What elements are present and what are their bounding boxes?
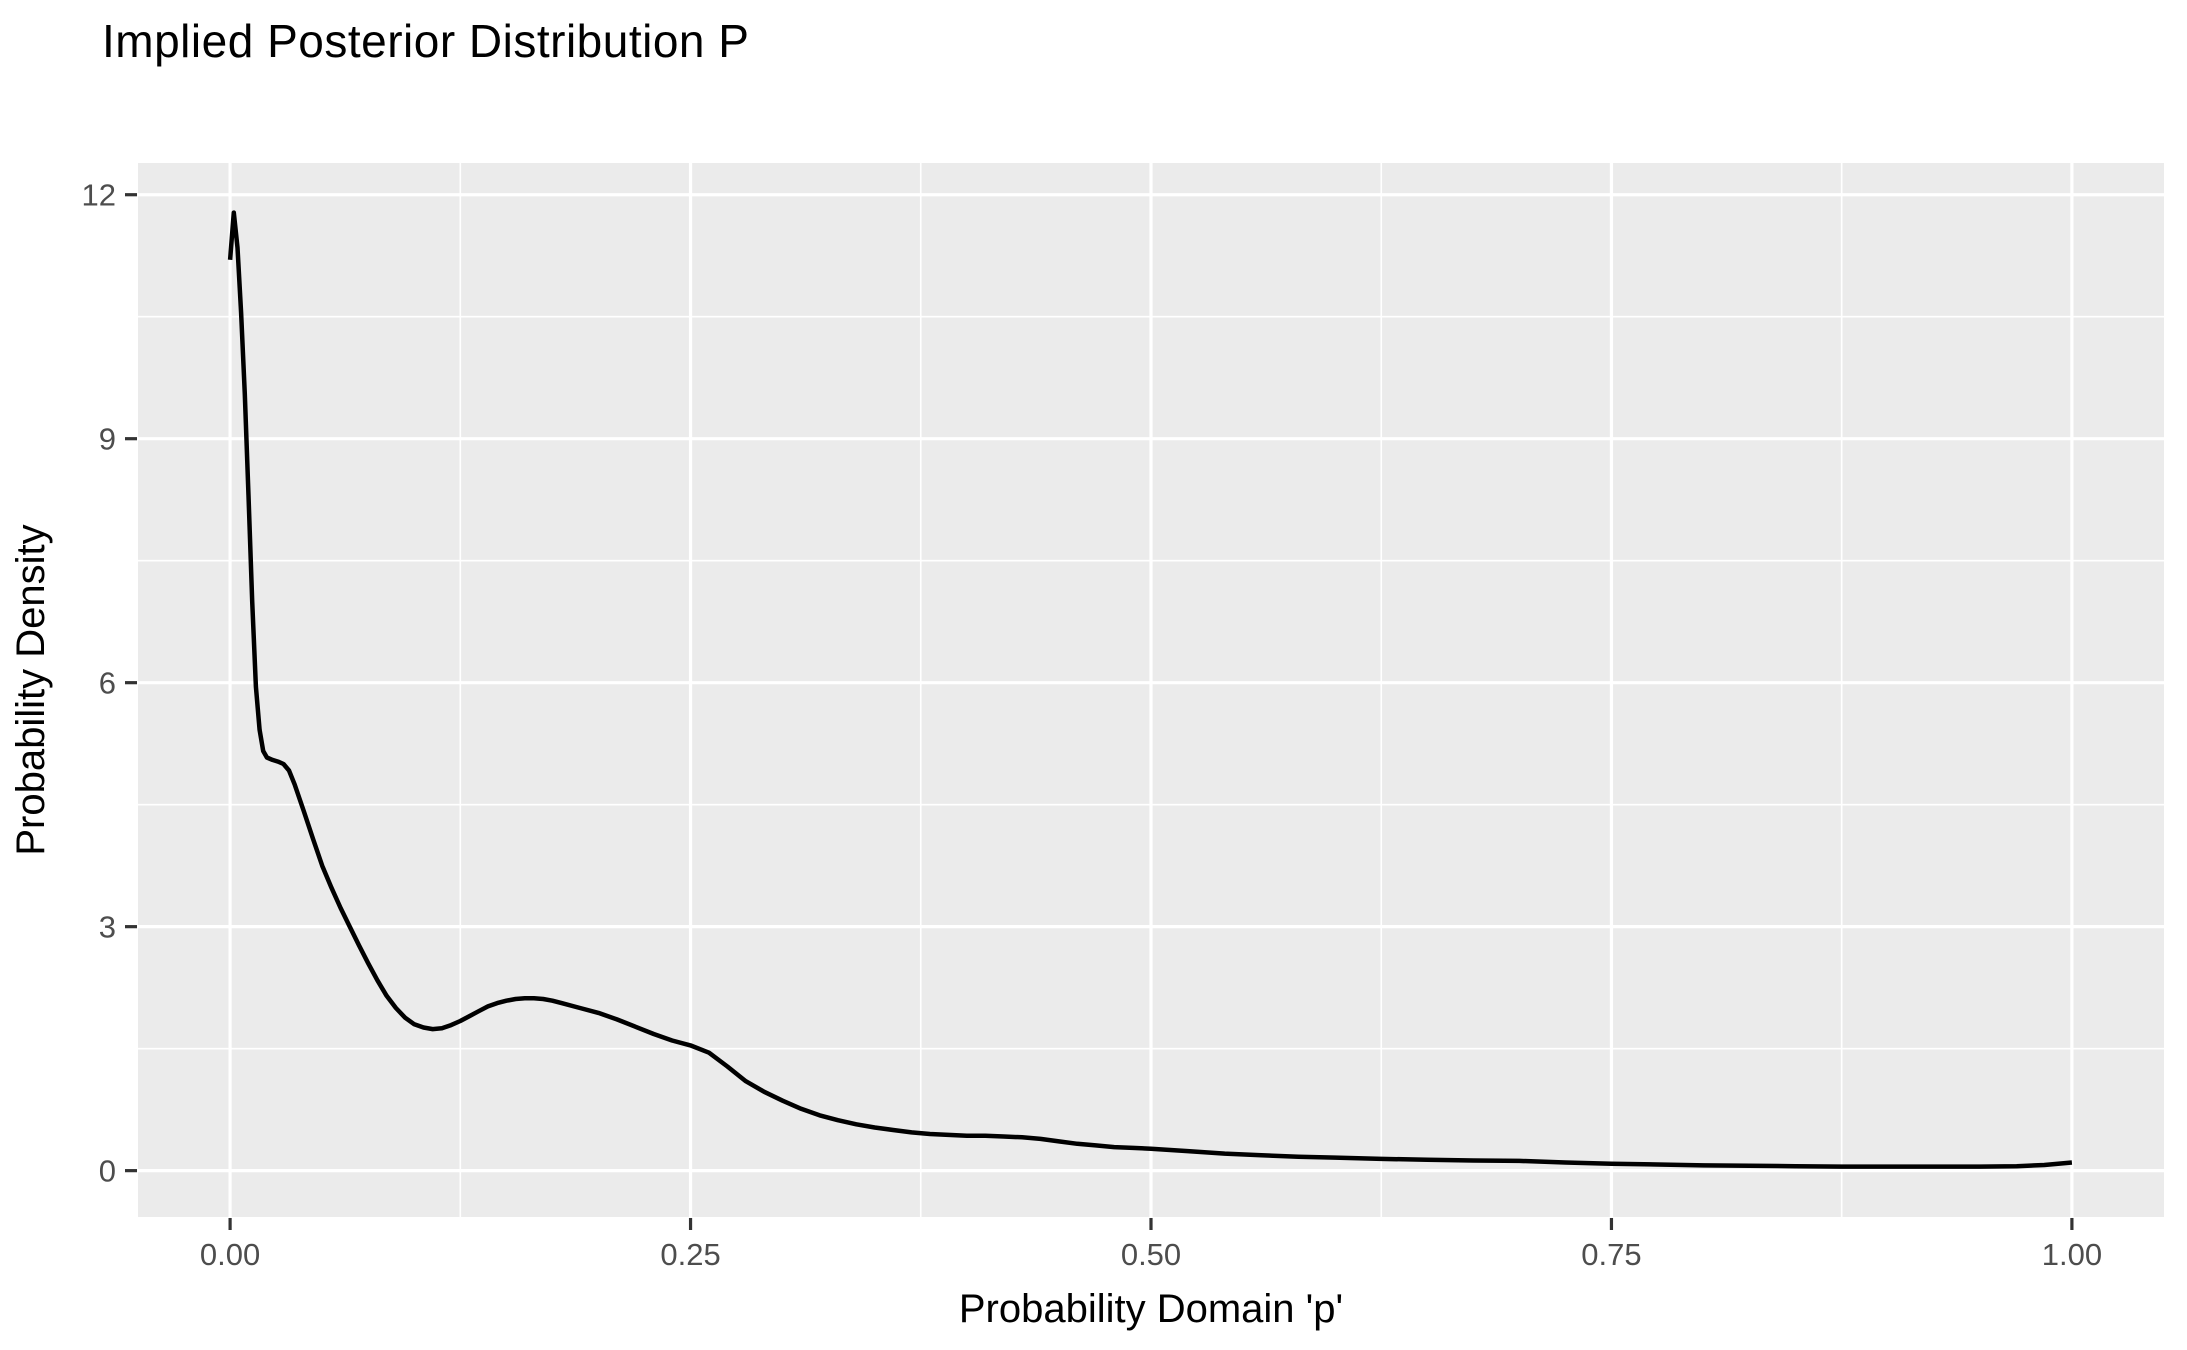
x-axis-title: Probability Domain 'p' xyxy=(959,1287,1343,1331)
chart-title: Implied Posterior Distribution P xyxy=(102,15,750,67)
y-tick-label: 3 xyxy=(99,910,116,945)
y-tick-label: 6 xyxy=(99,666,116,701)
x-tick-label: 0.50 xyxy=(1121,1237,1181,1272)
density-curve xyxy=(227,210,2073,1169)
y-tick-label: 12 xyxy=(82,178,116,213)
x-tick-label: 1.00 xyxy=(2042,1237,2102,1272)
x-tick-label: 0.25 xyxy=(660,1237,720,1272)
x-tick-label: 0.75 xyxy=(1581,1237,1641,1272)
y-axis-title: Probability Density xyxy=(9,524,53,855)
y-tick-label: 0 xyxy=(99,1154,116,1189)
y-tick-label: 9 xyxy=(99,422,116,457)
x-tick-label: 0.00 xyxy=(200,1237,260,1272)
